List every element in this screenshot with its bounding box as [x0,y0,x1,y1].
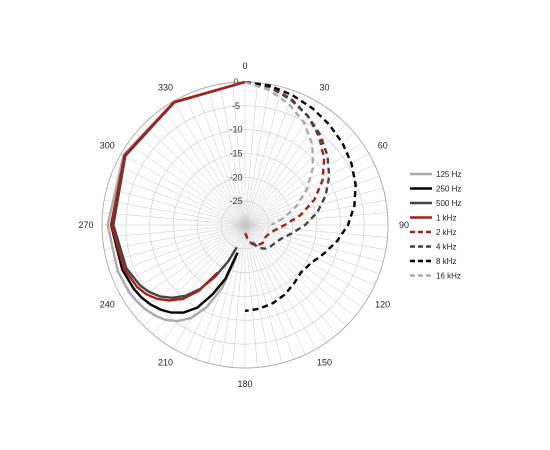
angle-tick-label: 270 [78,220,93,230]
angle-tick-label: 0 [242,61,247,71]
legend-label: 125 Hz [436,170,461,179]
legend-label: 500 Hz [436,199,461,208]
angle-tick-label: 300 [100,141,115,151]
angle-tick-labels: 0 30 60 90 120 150 180 210 240 270 300 330 [78,61,409,389]
legend-label: 8 kHz [436,257,456,266]
radial-tick-label: -10 [229,125,242,135]
series-line [244,80,357,312]
series-line [110,80,246,302]
radial-tick-labels: 0 -5 -10 -15 -20 -25 [229,77,242,206]
series-line [244,80,315,227]
angle-tick-label: 240 [100,300,115,310]
angle-tick-label: 30 [319,82,329,92]
radial-tick-label: 0 [233,77,238,87]
series-line [243,80,326,247]
angle-tick-label: 330 [158,82,173,92]
radial-tick-label: -15 [229,149,242,159]
radial-tick-label: -5 [232,101,240,111]
radial-tick-label: -25 [229,196,242,206]
angle-tick-label: 150 [317,358,332,368]
angle-tick-label: 210 [158,358,173,368]
angle-tick-label: 180 [237,379,252,389]
series-line [244,80,331,250]
legend-label: 2 kHz [436,228,456,237]
legend-label: 250 Hz [436,185,461,194]
ring-line [173,153,317,297]
radial-tick-label: -20 [229,172,242,182]
series-line [106,80,246,323]
ring-line [125,105,365,345]
ring-line [220,200,270,250]
legend: 125 Hz 250 Hz 500 Hz 1 kHz 2 kHz 4 kHz 8 kHz 16… [410,170,461,281]
legend-label: 16 kHz [436,272,461,281]
ring-line [197,177,293,273]
angle-tick-label: 60 [378,141,388,151]
series-lines [106,80,357,323]
ring-line [149,129,341,321]
angle-tick-label: 120 [375,300,390,310]
legend-label: 4 kHz [436,243,456,252]
legend-label: 1 kHz [436,214,456,223]
polar-grid [101,81,389,369]
angle-tick-label: 90 [399,220,409,230]
